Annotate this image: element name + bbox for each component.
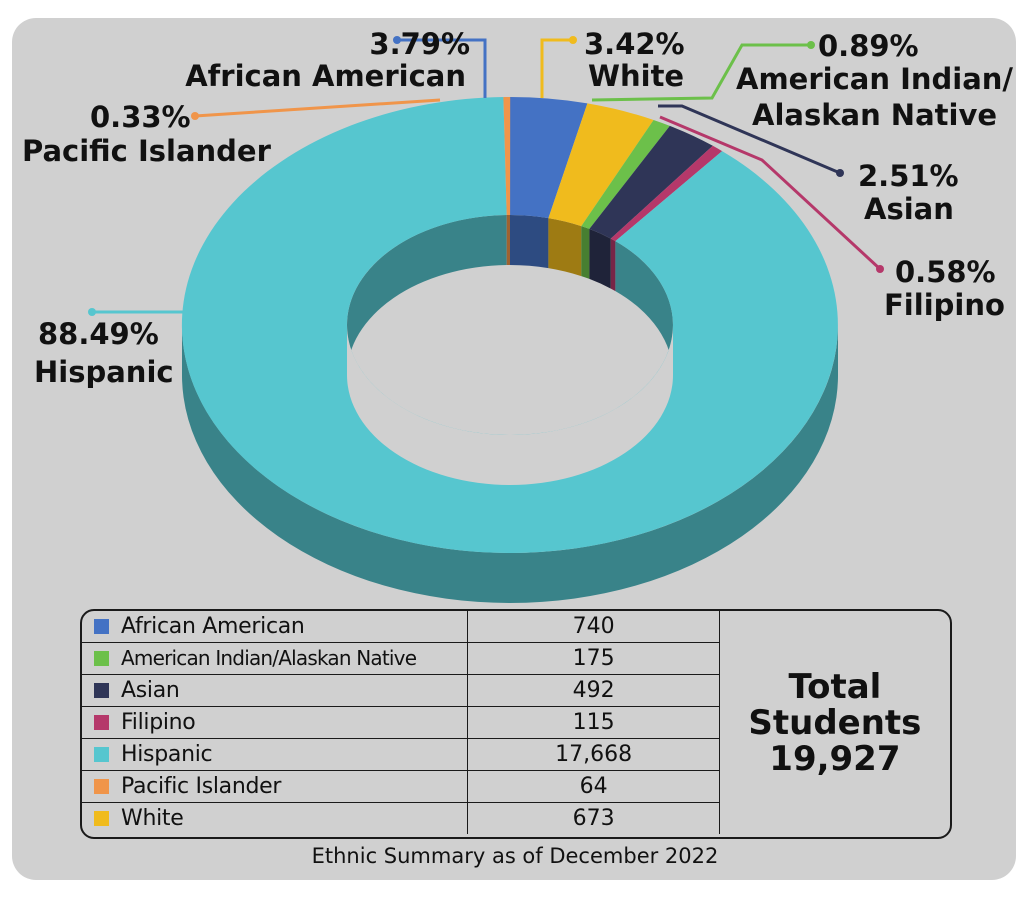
legend-entry-african-american: African American: [82, 611, 469, 643]
legend-label: White: [121, 806, 184, 831]
chart-caption: Ethnic Summary as of December 2022: [311, 844, 719, 868]
legend-entry-asian: Asian: [82, 674, 469, 707]
total-value: 19,927: [769, 738, 901, 779]
legend-entry-american-indian-alaskan-native: American Indian/Alaskan Native: [82, 642, 469, 675]
legend-label: Filipino: [121, 710, 196, 735]
count-cell: 175: [467, 642, 720, 675]
slice-asian: [589, 125, 713, 239]
percent-label-hispanic: 88.49%: [38, 317, 159, 351]
legend-swatch: [94, 619, 109, 634]
inner-wall-american-indian-alaskan-native: [581, 226, 590, 279]
table-row: Filipino 115: [82, 706, 950, 739]
slice-hispanic: [181, 97, 838, 553]
leader-dot-white: [569, 36, 577, 44]
percent-label-pacific-islander: 0.33%: [90, 100, 191, 134]
count-cell: 64: [467, 770, 720, 803]
leader-line-white: [540, 38, 573, 98]
summary-table: African American 740 Total Students 19,927 Am…: [80, 609, 952, 839]
percent-label-filipino: 0.58%: [895, 255, 996, 289]
total-label: Total: [788, 666, 882, 707]
slice-pacific-islander: [503, 96, 511, 215]
percent-label-white: 3.42%: [584, 27, 685, 61]
leader-dot-american-indian-alaskan-native: [807, 41, 815, 49]
category-label-hispanic: Hispanic: [34, 355, 174, 389]
inner-wall-asian: [589, 228, 611, 289]
percent-label-african-american: 3.79%: [369, 27, 470, 61]
legend-label: African American: [121, 614, 305, 639]
legend-entry-filipino: Filipino: [82, 706, 469, 739]
legend-label: Hispanic: [121, 742, 213, 767]
inner-wall-hispanic: [347, 215, 507, 375]
category-label-american-indian-alaskan-native: Alaskan Native: [752, 98, 997, 132]
inner-wall-filipino: [610, 238, 616, 292]
percent-label-american-indian-alaskan-native: 0.89%: [818, 29, 919, 63]
legend-label: Asian: [121, 678, 180, 703]
leader-dot-asian: [836, 169, 844, 177]
leader-lines: [88, 36, 884, 316]
legend-swatch: [94, 811, 109, 826]
inner-wall-pacific-islander: [506, 214, 510, 265]
hole-floor: [347, 325, 673, 485]
category-label-african-american: African American: [185, 59, 466, 93]
leader-line-pacific-islander: [194, 98, 441, 118]
total-label: Students: [748, 702, 922, 743]
legend-swatch: [94, 747, 109, 762]
category-label-pacific-islander: Pacific Islander: [22, 134, 272, 168]
leader-line-filipino: [659, 115, 882, 271]
table-row: African American 740 Total Students 19,927: [82, 611, 950, 834]
inner-wall-white: [548, 218, 582, 277]
table-row: American Indian/Alaskan Native 175: [82, 642, 950, 675]
legend-swatch: [94, 715, 109, 730]
donut-layer: [181, 96, 838, 603]
table-row: Hispanic 17,668: [82, 738, 950, 771]
legend-label: American Indian/Alaskan Native: [121, 646, 417, 670]
category-label-american-indian-alaskan-native: American Indian/: [736, 62, 1013, 96]
slice-african-american: [510, 96, 588, 219]
category-label-filipino: Filipino: [884, 288, 1005, 322]
total-students: Total Students 19,927: [718, 611, 950, 834]
slice-white: [548, 103, 654, 227]
outer-wall: [182, 325, 838, 603]
slice-american-indian-alaskan-native: [581, 120, 670, 229]
slice-labels: 3.79%African American 3.42%White 0.89%Amer…: [22, 27, 1013, 389]
count-cell: 673: [467, 802, 720, 834]
inner-wall-african-american: [510, 215, 549, 269]
table-row: White 673: [82, 802, 950, 834]
table-row: Pacific Islander 64: [82, 770, 950, 803]
category-label-white: White: [588, 59, 684, 93]
legend-swatch: [94, 651, 109, 666]
leader-dot-pacific-islander: [191, 112, 199, 120]
leader-line-african-american: [397, 38, 487, 98]
count-cell: 740: [467, 611, 720, 643]
leader-dot-hispanic: [88, 308, 96, 316]
slice-filipino: [610, 145, 723, 242]
leader-dot-african-american: [393, 36, 401, 44]
category-label-asian: Asian: [864, 192, 954, 226]
summary-table-grid: African American 740 Total Students 19,927 Am…: [82, 611, 950, 834]
table-row: Asian 492: [82, 674, 950, 707]
legend-entry-white: White: [82, 802, 469, 834]
legend-label: Pacific Islander: [121, 774, 282, 799]
count-cell: 492: [467, 674, 720, 707]
count-cell: 17,668: [467, 738, 720, 771]
legend-swatch: [94, 779, 109, 794]
leader-dot-filipino: [876, 265, 884, 273]
leader-line-american-indian-alaskan-native: [591, 43, 811, 102]
inner-wall-hispanic: [615, 241, 673, 375]
legend-entry-hispanic: Hispanic: [82, 738, 469, 771]
legend-entry-pacific-islander: Pacific Islander: [82, 770, 469, 803]
count-cell: 115: [467, 706, 720, 739]
legend-swatch: [94, 683, 109, 698]
percent-label-asian: 2.51%: [858, 159, 959, 193]
leader-line-asian: [658, 104, 841, 175]
